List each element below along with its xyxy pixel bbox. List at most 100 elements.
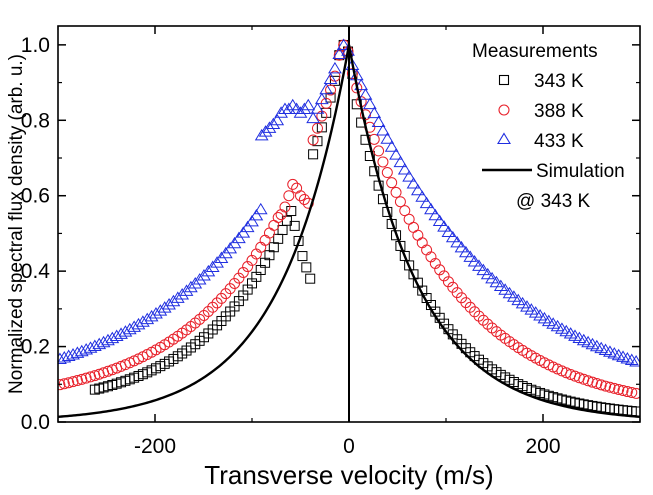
data-point-433-k xyxy=(240,220,255,233)
data-point-388-k xyxy=(390,186,402,198)
legend-title-measurements: Measurements xyxy=(472,41,598,62)
data-point-433-k xyxy=(616,350,630,362)
data-point-433-k xyxy=(454,240,469,253)
data-point-433-k xyxy=(140,312,155,325)
data-point-388-k xyxy=(283,190,295,202)
x-tick-label: 0 xyxy=(343,435,355,458)
data-point-433-k xyxy=(197,269,211,281)
legend-label-343k: 343 K xyxy=(534,71,584,92)
data-point-433-k xyxy=(485,271,499,284)
data-point-388-k xyxy=(63,377,75,389)
data-point-388-k xyxy=(76,373,88,385)
legend-label-simulation-temp: @ 343 K xyxy=(516,191,591,212)
data-point-433-k xyxy=(498,283,513,295)
data-point-388-k xyxy=(621,386,633,398)
data-point-388-k xyxy=(630,387,640,399)
legend-item-388k: 388 K xyxy=(498,101,584,122)
data-point-388-k xyxy=(377,156,389,168)
data-point-433-k xyxy=(445,230,460,243)
data-point-388-k xyxy=(617,385,629,397)
legend: Measurements 343 K 388 K 433 K Simulatio… xyxy=(472,41,625,212)
data-point-388-k xyxy=(438,270,450,282)
data-point-433-k xyxy=(406,177,421,189)
data-point-433-k xyxy=(384,140,399,152)
data-point-433-k xyxy=(354,78,369,91)
data-point-433-k xyxy=(253,202,268,215)
y-tick-label: 0.4 xyxy=(21,260,51,283)
data-point-388-k xyxy=(604,381,616,393)
data-point-388-k xyxy=(442,276,454,288)
data-point-388-k xyxy=(287,178,299,190)
data-point-388-k xyxy=(613,383,625,395)
data-point-433-k xyxy=(624,353,639,366)
legend-label-388k: 388 K xyxy=(534,101,584,122)
data-point-433-k xyxy=(254,128,269,141)
data-point-433-k xyxy=(410,183,425,196)
data-point-433-k xyxy=(328,61,342,74)
data-point-388-k xyxy=(198,309,210,321)
data-point-388-k xyxy=(194,313,206,325)
data-point-433-k xyxy=(397,163,412,175)
data-point-343-k xyxy=(301,262,312,273)
data-point-433-k xyxy=(157,301,172,313)
data-point-433-k xyxy=(245,214,259,227)
data-point-343-k xyxy=(297,251,308,262)
data-point-433-k xyxy=(262,121,277,133)
data-point-343-k xyxy=(316,122,327,133)
data-point-433-k xyxy=(297,102,312,114)
data-point-433-k xyxy=(201,264,216,277)
data-point-343-k xyxy=(277,225,288,236)
data-point-433-k xyxy=(493,279,508,292)
data-point-433-k xyxy=(367,106,382,119)
data-point-433-k xyxy=(607,347,622,359)
data-point-388-k xyxy=(295,190,306,202)
data-point-388-k xyxy=(202,305,214,317)
data-point-343-k xyxy=(289,220,300,231)
data-point-433-k xyxy=(249,208,264,221)
data-point-388-k xyxy=(373,145,385,157)
data-point-388-k xyxy=(595,379,607,391)
x-tick-label: -200 xyxy=(134,435,176,458)
data-point-388-k xyxy=(416,237,428,249)
data-point-433-k xyxy=(432,214,447,226)
data-point-433-k xyxy=(258,125,273,137)
data-point-433-k xyxy=(428,208,443,221)
data-point-433-k xyxy=(310,102,325,114)
data-point-388-k xyxy=(279,201,291,213)
x-axis-label: Transverse velocity (m/s) xyxy=(204,460,493,490)
y-tick-label: 0.2 xyxy=(21,336,50,359)
data-point-388-k xyxy=(233,272,245,284)
data-point-433-k xyxy=(629,355,640,367)
data-point-388-k xyxy=(298,193,310,205)
y-axis-label: Normalized spectral flux density (arb. u… xyxy=(6,54,27,394)
data-point-433-k xyxy=(419,196,434,209)
data-point-388-k xyxy=(189,317,201,329)
data-point-388-k xyxy=(486,322,498,334)
data-point-388-k xyxy=(67,376,79,388)
legend-circle-marker xyxy=(498,104,510,116)
data-point-433-k xyxy=(415,190,430,202)
y-tick-label: 0.8 xyxy=(21,109,50,132)
data-point-343-k xyxy=(360,134,371,145)
data-point-433-k xyxy=(184,280,198,293)
data-point-433-k xyxy=(358,88,373,100)
data-point-433-k xyxy=(314,92,329,105)
data-point-433-k xyxy=(179,284,194,296)
legend-label-433k: 433 K xyxy=(534,131,584,152)
data-point-433-k xyxy=(188,276,203,289)
data-point-388-k xyxy=(207,301,219,313)
data-point-433-k xyxy=(175,287,190,300)
data-point-343-k xyxy=(364,150,375,161)
data-point-388-k xyxy=(600,380,612,392)
data-point-433-k xyxy=(389,148,403,160)
data-point-433-k xyxy=(74,344,89,357)
y-tick-label: 0.6 xyxy=(21,185,50,208)
data-point-433-k xyxy=(306,111,320,124)
data-point-433-k xyxy=(301,98,316,111)
data-point-388-k xyxy=(434,264,446,276)
data-point-433-k xyxy=(437,220,451,232)
data-point-433-k xyxy=(362,97,377,110)
data-point-388-k xyxy=(368,133,380,145)
data-point-433-k xyxy=(402,170,417,182)
